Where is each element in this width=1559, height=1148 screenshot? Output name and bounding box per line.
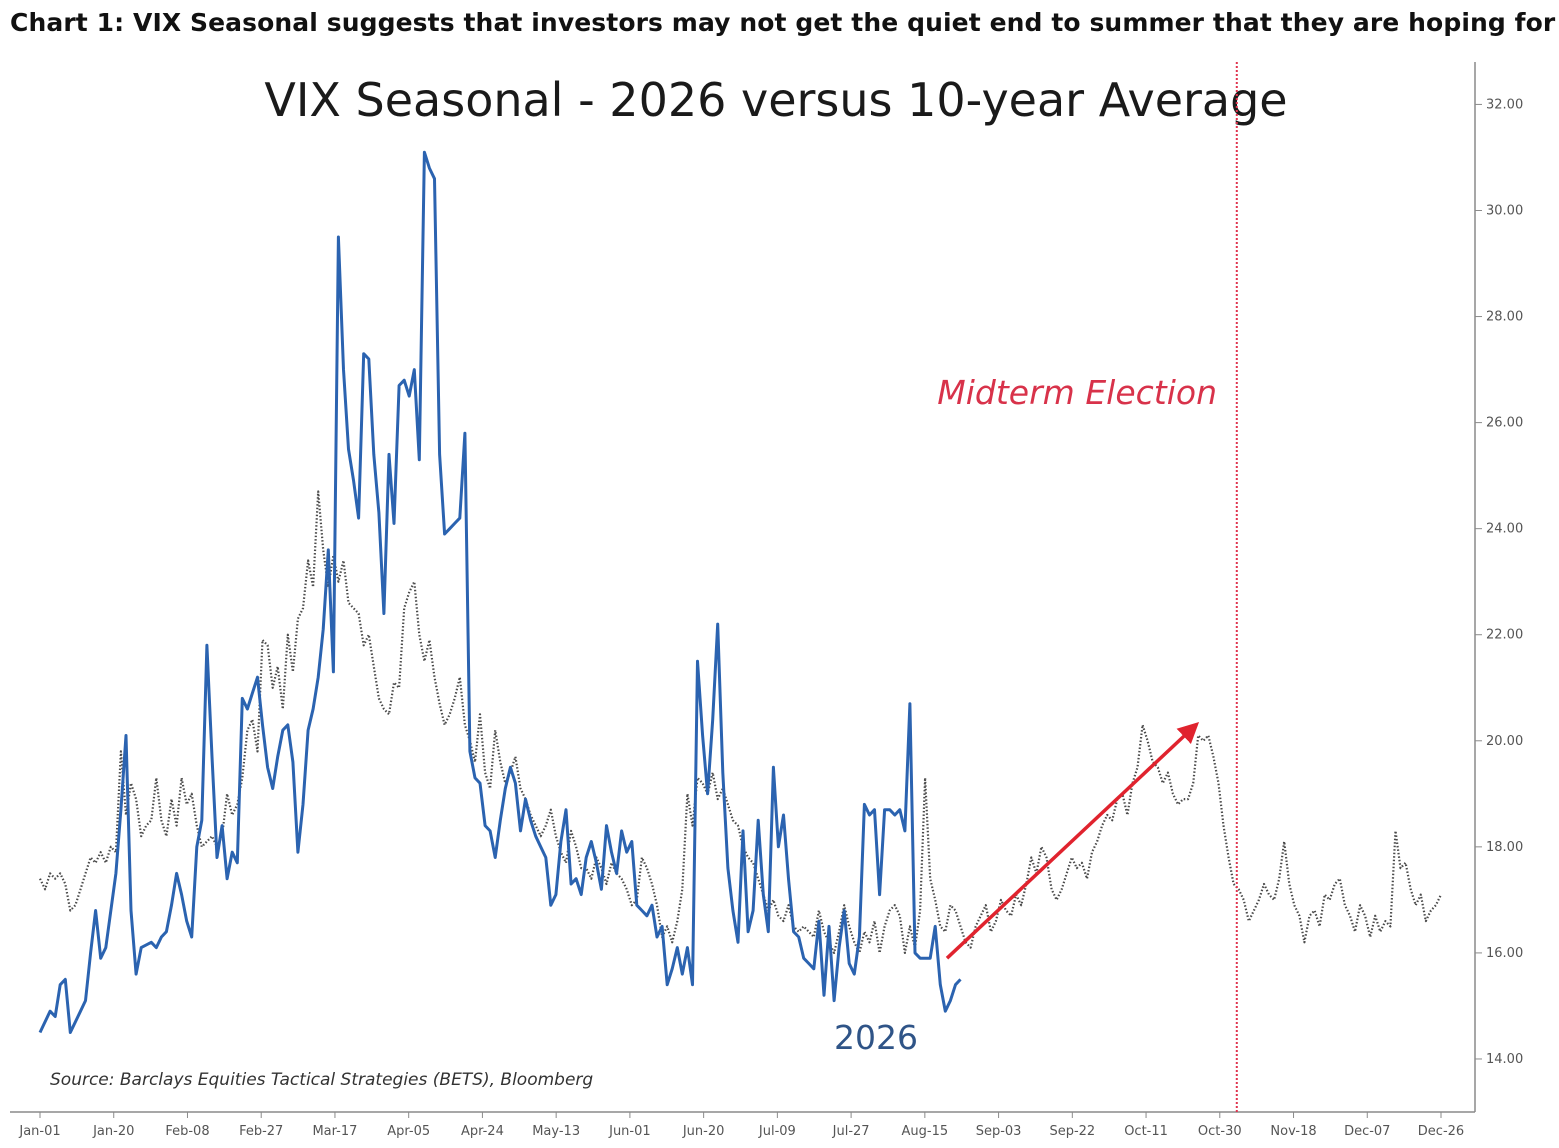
y-tick-label: 26.00 — [1486, 416, 1523, 431]
y-tick-label: 18.00 — [1486, 840, 1523, 855]
series-10yr-average-line — [39, 490, 1442, 955]
x-tick-label: Feb-08 — [165, 1124, 209, 1139]
y-tick-label: 24.00 — [1486, 522, 1523, 537]
axes — [10, 62, 1476, 1113]
x-tick-label: Jul-09 — [758, 1124, 796, 1139]
y-tick-label: 22.00 — [1486, 628, 1523, 643]
x-axis-ticks: Jan-01 Jan-20 Feb-08 Feb-27 Mar-17 Apr-05 Apr-… — [18, 1112, 1464, 1139]
x-tick-label: May-13 — [532, 1124, 580, 1139]
y-tick-label: 28.00 — [1486, 310, 1523, 325]
page-title: Chart 1: VIX Seasonal suggests that inve… — [10, 8, 1556, 37]
x-tick-label: Jul-27 — [832, 1124, 870, 1139]
chart-title: VIX Seasonal - 2026 versus 10-year Avera… — [264, 73, 1287, 127]
x-tick-label: Apr-05 — [387, 1124, 430, 1139]
x-tick-label: Dec-26 — [1418, 1124, 1464, 1139]
x-tick-label: Jun-20 — [682, 1124, 725, 1139]
x-tick-label: Oct-11 — [1124, 1124, 1168, 1139]
trend-arrow — [945, 722, 1200, 960]
y-tick-label: 14.00 — [1486, 1052, 1523, 1067]
x-tick-label: Apr-24 — [461, 1124, 504, 1139]
x-tick-label: Mar-17 — [312, 1124, 357, 1139]
x-tick-label: Feb-27 — [239, 1124, 283, 1139]
midterm-election-annotation: Midterm Election — [937, 373, 1217, 412]
x-tick-label: Jan-01 — [18, 1124, 60, 1139]
x-tick-label: Dec-07 — [1344, 1124, 1390, 1139]
x-tick-label: Sep-03 — [976, 1124, 1022, 1139]
x-tick-label: Jun-01 — [608, 1124, 651, 1139]
y-tick-label: 32.00 — [1486, 97, 1523, 112]
x-tick-label: Nov-18 — [1270, 1124, 1316, 1139]
y-axis-ticks: 14.00 16.00 18.00 20.00 22.00 24.00 26.00 28.00… — [1475, 97, 1523, 1067]
y-tick-label: 20.00 — [1486, 734, 1523, 749]
series-2026-line — [38, 150, 962, 1034]
y-tick-label: 16.00 — [1486, 946, 1523, 961]
source-note: Source: Barclays Equities Tactical Strat… — [50, 1070, 593, 1090]
series-2026-label: 2026 — [834, 1018, 918, 1057]
series-layer — [38, 150, 1442, 1034]
x-tick-label: Jan-20 — [92, 1124, 134, 1139]
x-tick-label: Aug-15 — [902, 1124, 949, 1139]
y-tick-label: 30.00 — [1486, 203, 1523, 218]
x-tick-label: Sep-22 — [1049, 1124, 1095, 1139]
x-tick-label: Oct-30 — [1198, 1124, 1242, 1139]
